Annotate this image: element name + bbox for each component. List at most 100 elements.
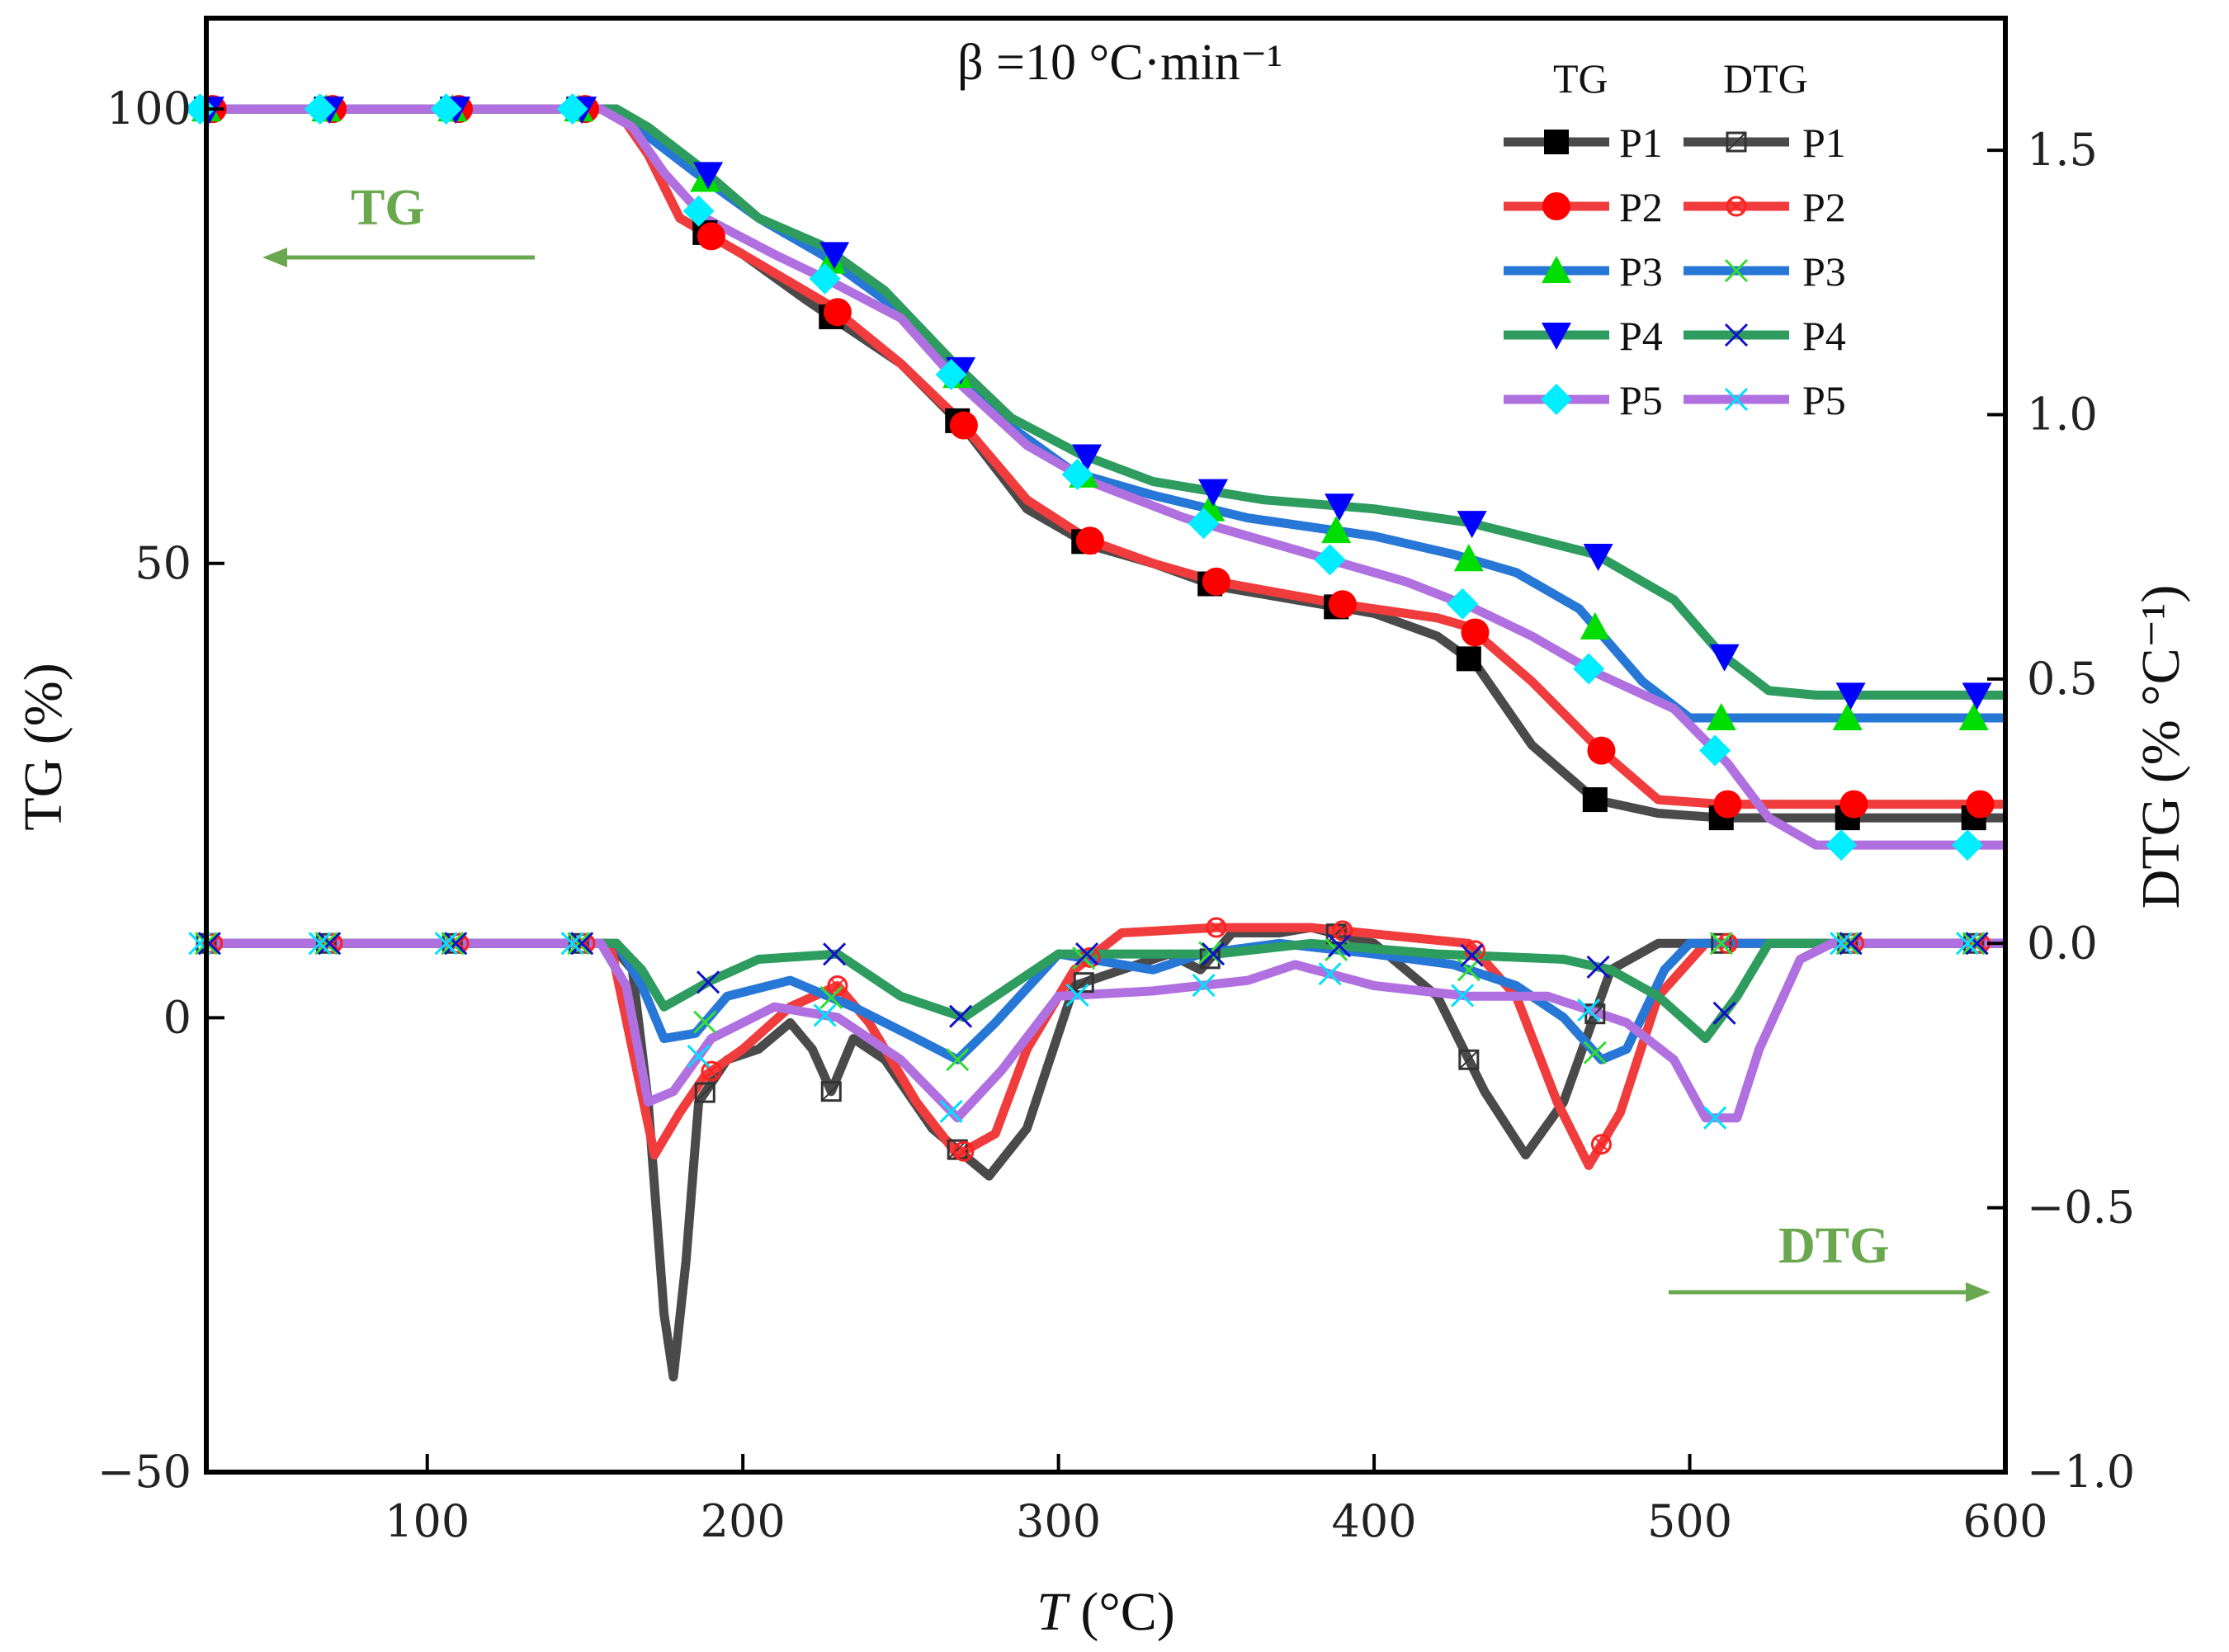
dtg-point-p2: [1717, 932, 1738, 954]
tg-point-p3: [1832, 702, 1863, 730]
dtg-line-p4: [206, 938, 2005, 1044]
dtg-point-p4: [197, 932, 221, 956]
dtg-point-p3: [314, 932, 338, 956]
tg-point-p2: [1075, 526, 1104, 555]
tg-arrow: TG: [262, 180, 535, 267]
x-tick-label: 300: [1016, 1495, 1101, 1547]
dtg-point-p1: [820, 1081, 842, 1102]
dtg-point-p3: [693, 1010, 717, 1034]
dtg-point-p4: [949, 1004, 973, 1028]
tg-point-p3: [1321, 516, 1352, 544]
dtg-point-p4: [1839, 932, 1863, 956]
dtg-point-p3: [946, 1048, 970, 1072]
dtg-point-p4: [570, 932, 594, 956]
legend-dtg-label: P1: [1802, 120, 1846, 166]
dtg-point-p3: [1457, 958, 1480, 982]
legend-row-p3: P3 P3: [1504, 248, 1846, 295]
tg-point-p2: [1461, 618, 1490, 647]
dtg-line-p3: [206, 938, 2005, 1064]
y-left-tick-label: −50: [97, 1446, 191, 1498]
x-tick-label: 500: [1647, 1495, 1732, 1547]
legend-dtg-marker: [1724, 323, 1749, 347]
legend-dtg-label: P2: [1802, 184, 1846, 230]
tg-line-p3: [206, 104, 2005, 723]
y-right-tick-label: −0.5: [2027, 1182, 2135, 1234]
dtg-point-p3: [1709, 932, 1733, 956]
legend-dtg-marker: [1724, 387, 1749, 412]
tg-point-p1: [1582, 787, 1608, 813]
legend-tg-label: P1: [1619, 120, 1663, 166]
dtg-point-p5: [813, 1003, 837, 1027]
dtg-point-p4: [1460, 943, 1484, 967]
dtg-point-p2: [574, 932, 596, 954]
tg-point-p5: [1447, 588, 1479, 620]
dtg-point-p5: [687, 1044, 711, 1069]
tg-point-p4: [1962, 682, 1992, 710]
dtg-point-p5: [308, 932, 332, 956]
tg-point-p2: [823, 298, 852, 327]
tg-arrow-label: TG: [351, 180, 425, 236]
legend-tg-marker: [1542, 323, 1571, 350]
tg-point-p5: [184, 93, 216, 125]
dtg-point-p5: [1703, 1106, 1727, 1130]
dtg-point-p4: [1074, 942, 1099, 966]
tg-point-p5: [809, 262, 841, 295]
legend-dtg-marker: [1726, 196, 1747, 217]
dtg-point-p1: [1963, 932, 1985, 954]
dtg-point-p1: [315, 932, 337, 954]
dtg-point-p1: [694, 1082, 715, 1103]
markers-layer: [184, 93, 1995, 1162]
dtg-point-p5: [1065, 983, 1089, 1008]
y-left-tick-label: 100: [106, 83, 191, 135]
tg-point-p5: [1314, 544, 1346, 576]
dtg-point-p1: [1073, 972, 1094, 994]
legend-dtg-label: P3: [1802, 248, 1846, 295]
dtg-point-p5: [1956, 932, 1980, 956]
dtg-point-p3: [1835, 932, 1859, 956]
dtg-point-p4: [1965, 932, 1989, 956]
dtg-point-p2: [322, 932, 343, 954]
legend-tg-label: P4: [1619, 313, 1663, 359]
tg-point-p3: [1580, 611, 1610, 640]
dtg-point-p4: [1586, 955, 1610, 979]
x-tick-label: 600: [1962, 1495, 2047, 1547]
tg-point-p5: [556, 93, 588, 125]
dtg-point-p5: [1192, 974, 1216, 998]
tg-point-p5: [682, 195, 715, 227]
dtg-point-p2: [1332, 920, 1353, 942]
dtg-arrow: DTG: [1669, 1218, 1991, 1302]
dtg-point-p2: [1843, 932, 1864, 954]
tg-point-p5: [304, 93, 336, 125]
tg-point-p2: [1587, 736, 1616, 765]
tg-point-p3: [1453, 544, 1484, 572]
y-right-tick-label: −1.0: [2027, 1446, 2135, 1498]
legend-dtg-marker: [1724, 258, 1749, 283]
x-tick-label: 100: [385, 1495, 470, 1547]
tg-point-p5: [1825, 829, 1858, 861]
tg-point-p4: [1583, 543, 1613, 571]
tg-point-p3: [1706, 702, 1736, 730]
tg-point-p5: [1061, 458, 1093, 490]
tg-point-p5: [1573, 653, 1605, 685]
tg-point-p5: [1699, 734, 1731, 767]
dtg-point-p2: [1079, 946, 1101, 968]
tg-point-p5: [1188, 507, 1220, 540]
dtg-point-p3: [441, 932, 465, 956]
dtg-arrow-label: DTG: [1778, 1218, 1889, 1274]
dtg-point-p3: [1198, 941, 1222, 965]
chart-annotation: β =10 °C·min⁻¹: [957, 35, 1282, 91]
tg-point-p5: [935, 358, 967, 390]
y-right-tick-label: 1.0: [2027, 389, 2098, 441]
legend-row-p5: P5 P5: [1504, 377, 1846, 423]
tg-point-p2: [1966, 790, 1995, 819]
legend-dtg-marker: [1726, 131, 1747, 153]
legend-tg-marker: [1542, 256, 1571, 283]
dtg-point-p1: [1837, 932, 1858, 954]
dtg-point-p2: [448, 932, 470, 954]
dtg-point-p2: [953, 1140, 975, 1162]
axes-layer: 100 200 300 400 500 600 −50 0 50 100 −1.0 −0.5 0.0 0.…: [97, 83, 2135, 1547]
y-right-tick-label: 1.5: [2027, 124, 2098, 176]
dtg-point-p4: [1201, 942, 1225, 966]
dtg-line-p5: [206, 938, 2005, 1123]
